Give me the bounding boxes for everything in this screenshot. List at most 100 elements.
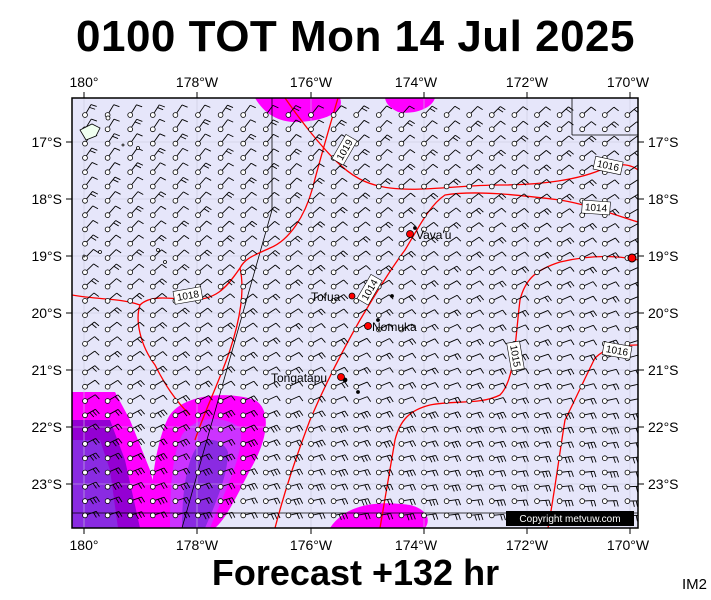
wind-station <box>375 298 382 304</box>
wind-station <box>195 512 201 519</box>
wind-barb-feather <box>364 499 368 506</box>
wind-barb-feather <box>500 485 503 492</box>
wind-barb-feather <box>638 282 641 287</box>
wind-station <box>82 355 88 361</box>
wind-station <box>421 269 427 276</box>
wind-barb-feather <box>502 368 507 374</box>
wind-barb-feather <box>277 497 281 504</box>
wind-station <box>353 298 360 304</box>
place-marker <box>627 253 637 263</box>
wind-barb-feather <box>385 223 391 229</box>
wind-barb-feather <box>186 453 191 459</box>
wind-barb-feather <box>524 295 530 301</box>
wind-barb-feather <box>454 427 459 433</box>
wind-barb-feather <box>252 279 258 284</box>
wind-barb-feather <box>296 498 300 505</box>
wind-station <box>556 326 563 333</box>
wind-barb-feather <box>364 148 370 153</box>
wind-barb-feather <box>318 134 325 138</box>
wind-station <box>82 312 88 319</box>
wind-station <box>488 112 495 118</box>
wind-barb-feather <box>542 471 545 478</box>
wind-station <box>534 455 540 462</box>
wind-station <box>466 255 473 261</box>
wind-station <box>172 155 179 161</box>
wind-barb-feather <box>208 453 213 460</box>
wind-barb-feather <box>479 338 485 345</box>
wind-station <box>375 269 382 276</box>
wind-station <box>466 355 473 361</box>
wind-barb-feather <box>547 237 552 243</box>
wind-barb-feather <box>228 191 235 196</box>
wind-barb-feather <box>137 191 144 195</box>
wind-barb-feather <box>321 425 326 431</box>
wind-barb-feather <box>412 382 417 388</box>
wind-station <box>172 326 179 333</box>
wind-barb-feather <box>454 456 459 462</box>
wind-barb-feather <box>570 295 575 302</box>
wind-barb-feather <box>521 267 527 273</box>
wind-station <box>421 455 427 462</box>
copyright-text: Copyright metvuw.com <box>519 514 620 525</box>
wind-station <box>624 312 631 319</box>
wind-station <box>195 398 201 404</box>
wind-station <box>308 155 314 161</box>
wind-station <box>262 483 269 490</box>
wind-station <box>330 455 337 462</box>
wind-barb-feather <box>294 194 300 199</box>
wind-barb-feather <box>525 339 530 345</box>
wind-barb-feather <box>364 134 370 139</box>
wind-barb-feather <box>89 106 96 110</box>
wind-station <box>624 383 631 390</box>
place-marker <box>337 373 345 381</box>
wind-station <box>172 340 179 347</box>
wind-barb-feather <box>275 337 281 343</box>
wind-barb-feather <box>435 513 439 520</box>
wind-barb-feather <box>319 177 325 182</box>
wind-station <box>443 126 450 133</box>
wind-barb-feather <box>385 180 391 185</box>
wind-barb-feather <box>90 193 97 198</box>
wind-barb-feather <box>409 149 416 154</box>
wind-barb-feather <box>319 206 326 212</box>
wind-barb-feather <box>273 133 279 138</box>
wind-station <box>195 226 201 233</box>
wind-barb-feather <box>525 353 530 360</box>
place-marker <box>348 292 356 300</box>
wind-barb-feather <box>251 235 258 240</box>
wind-station <box>579 412 585 419</box>
wind-station <box>421 298 427 304</box>
wind-station <box>601 369 608 376</box>
wind-barb-feather <box>502 309 507 316</box>
wind-barb-feather <box>254 439 259 445</box>
wind-station <box>534 369 540 376</box>
wind-barb-feather <box>609 428 613 435</box>
wind-barb-feather <box>318 119 325 124</box>
wind-station <box>443 355 450 361</box>
wind-station <box>534 126 540 133</box>
wind-barb-feather <box>183 425 188 431</box>
wind-barb-feather <box>524 266 530 272</box>
wind-barb-feather <box>340 252 346 258</box>
wind-barb-feather <box>503 441 507 448</box>
wind-barb-feather <box>503 470 507 477</box>
wind-station <box>534 469 540 476</box>
wind-station <box>556 169 563 176</box>
wind-station <box>127 398 133 404</box>
wind-barb-feather <box>502 324 507 330</box>
wind-station <box>217 412 224 419</box>
wind-station <box>624 283 631 290</box>
wind-station <box>601 183 608 190</box>
wind-barb-feather <box>252 293 258 299</box>
wind-barb-feather <box>225 107 232 111</box>
wind-barb-feather <box>115 468 120 475</box>
wind-station <box>150 126 156 133</box>
wind-barb-feather <box>136 294 142 300</box>
wind-station <box>104 269 111 276</box>
wind-barb-feather <box>115 249 122 254</box>
wind-barb-feather <box>632 457 636 464</box>
wind-barb-feather <box>409 513 413 520</box>
wind-station <box>150 298 156 304</box>
wind-barb-feather <box>454 499 458 506</box>
